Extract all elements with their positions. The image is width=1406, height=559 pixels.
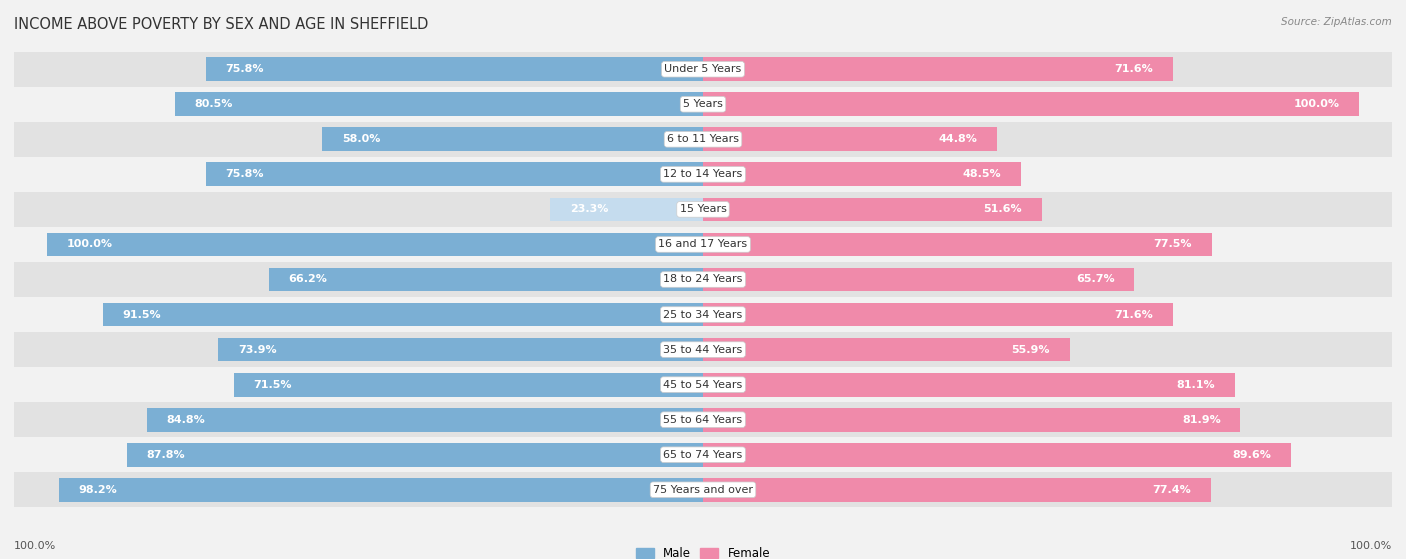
Text: 71.5%: 71.5% [253,380,292,390]
Bar [14,157,1392,192]
Bar [205,163,703,186]
Text: 65.7%: 65.7% [1076,274,1115,285]
Text: 73.9%: 73.9% [238,344,277,354]
Bar [14,52,1392,87]
Text: 80.5%: 80.5% [194,100,233,110]
Bar [703,127,997,151]
Text: Under 5 Years: Under 5 Years [665,64,741,74]
Text: 6 to 11 Years: 6 to 11 Years [666,134,740,144]
Text: 81.9%: 81.9% [1182,415,1220,425]
Bar [46,233,703,257]
Text: 75.8%: 75.8% [225,64,264,74]
Bar [14,192,1392,227]
Text: 100.0%: 100.0% [14,541,56,551]
Bar [703,373,1234,396]
Text: 84.8%: 84.8% [166,415,205,425]
Text: 35 to 44 Years: 35 to 44 Years [664,344,742,354]
Bar [14,227,1392,262]
Text: 66.2%: 66.2% [288,274,328,285]
Text: 55.9%: 55.9% [1011,344,1050,354]
Bar [14,262,1392,297]
Text: 18 to 24 Years: 18 to 24 Years [664,274,742,285]
Bar [127,443,703,467]
Text: 77.5%: 77.5% [1153,239,1192,249]
Text: 89.6%: 89.6% [1232,449,1271,459]
Text: 16 and 17 Years: 16 and 17 Years [658,239,748,249]
Bar [703,408,1240,432]
Bar [103,302,703,326]
Bar [205,58,703,81]
Text: 51.6%: 51.6% [983,205,1022,215]
Text: 100.0%: 100.0% [1294,100,1340,110]
Bar [14,402,1392,437]
Bar [14,332,1392,367]
Text: 91.5%: 91.5% [122,310,160,320]
Text: Source: ZipAtlas.com: Source: ZipAtlas.com [1281,17,1392,27]
Bar [14,367,1392,402]
Bar [703,197,1042,221]
Bar [703,478,1211,501]
Text: 58.0%: 58.0% [342,134,381,144]
Bar [322,127,703,151]
Text: 23.3%: 23.3% [569,205,609,215]
Text: 15 Years: 15 Years [679,205,727,215]
Text: 100.0%: 100.0% [66,239,112,249]
Bar [14,87,1392,122]
Bar [703,302,1173,326]
Text: 44.8%: 44.8% [938,134,977,144]
Bar [174,92,703,116]
Bar [218,338,703,362]
Text: 87.8%: 87.8% [146,449,186,459]
Bar [550,197,703,221]
Text: 55 to 64 Years: 55 to 64 Years [664,415,742,425]
Bar [14,297,1392,332]
Text: 12 to 14 Years: 12 to 14 Years [664,169,742,179]
Bar [703,92,1360,116]
Legend: Male, Female: Male, Female [631,542,775,559]
Bar [233,373,703,396]
Bar [703,233,1212,257]
Bar [14,122,1392,157]
Text: 100.0%: 100.0% [1350,541,1392,551]
Text: 98.2%: 98.2% [79,485,117,495]
Bar [703,268,1135,291]
Bar [703,443,1291,467]
Text: 81.1%: 81.1% [1177,380,1215,390]
Bar [146,408,703,432]
Text: INCOME ABOVE POVERTY BY SEX AND AGE IN SHEFFIELD: INCOME ABOVE POVERTY BY SEX AND AGE IN S… [14,17,429,32]
Text: 75 Years and over: 75 Years and over [652,485,754,495]
Text: 48.5%: 48.5% [963,169,1001,179]
Text: 25 to 34 Years: 25 to 34 Years [664,310,742,320]
Text: 77.4%: 77.4% [1153,485,1191,495]
Text: 45 to 54 Years: 45 to 54 Years [664,380,742,390]
Text: 71.6%: 71.6% [1115,64,1153,74]
Bar [59,478,703,501]
Bar [703,338,1070,362]
Bar [703,58,1173,81]
Text: 71.6%: 71.6% [1115,310,1153,320]
Bar [703,163,1021,186]
Text: 5 Years: 5 Years [683,100,723,110]
Text: 65 to 74 Years: 65 to 74 Years [664,449,742,459]
Text: 75.8%: 75.8% [225,169,264,179]
Bar [14,472,1392,507]
Bar [269,268,703,291]
Bar [14,437,1392,472]
